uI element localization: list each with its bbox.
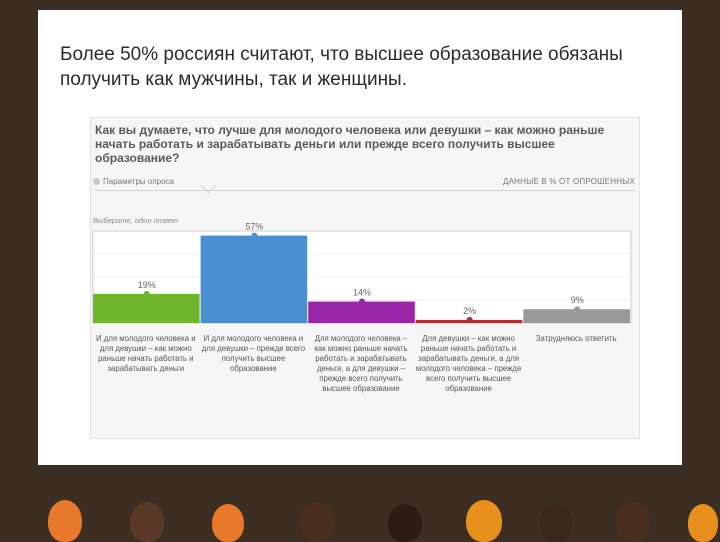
separator-line — [95, 190, 635, 191]
audience-head — [48, 500, 82, 542]
audience-illustration — [0, 488, 720, 542]
data-unit-label: ДАННЫЕ В % ОТ ОПРОШЕННЫХ — [503, 177, 635, 186]
audience-head — [688, 504, 718, 542]
chart-hint: Выберите, один ответ — [93, 216, 179, 225]
category-label: И для молодого человека и для девушки – … — [96, 334, 196, 373]
value-label: 9% — [571, 295, 584, 305]
slide-title: Более 50% россиян считают, что высшее об… — [60, 44, 623, 90]
audience-head — [466, 500, 502, 542]
toggle-dot-icon — [93, 178, 100, 186]
audience-head — [300, 502, 334, 542]
slide: Более 50% россиян считают, что высшее об… — [38, 10, 682, 465]
audience-head — [388, 504, 422, 542]
value-label: 57% — [245, 223, 263, 232]
category-label: Для молодого человека – как можно раньше… — [314, 334, 408, 393]
audience-head — [540, 504, 572, 542]
bar-marker — [574, 306, 581, 313]
bar-1[interactable] — [93, 293, 200, 323]
category-label: Затрудняюсь ответить — [535, 334, 617, 343]
survey-params-link[interactable]: Параметры опроса — [93, 177, 174, 186]
audience-head — [130, 502, 164, 542]
bar-marker — [143, 290, 150, 297]
category-label: И для молодого человека и для девушки – … — [201, 334, 306, 373]
filter-row: Параметры опроса ДАННЫЕ В % ОТ ОПРОШЕННЫ… — [91, 175, 639, 189]
category-labels: И для молодого человека и для девушки – … — [91, 334, 639, 434]
bar-marker — [466, 316, 473, 323]
bar-chart: 19% 57% 14% 2% 9% — [92, 223, 632, 324]
audience-head — [212, 504, 244, 542]
question-title: Как вы думаете, что лучше для молодого ч… — [95, 123, 605, 165]
audience-head — [616, 502, 650, 542]
survey-params-label: Параметры опроса — [103, 177, 174, 186]
category-label: Для девушки – как можно раньше начать ра… — [415, 334, 522, 393]
bar-marker — [359, 298, 365, 305]
bar-2[interactable] — [200, 235, 308, 323]
bar-5[interactable] — [523, 309, 630, 323]
value-label: 2% — [463, 306, 476, 316]
bar-marker — [251, 232, 258, 239]
value-label: 19% — [138, 280, 156, 290]
poll-chart-card: Как вы думаете, что лучше для молодого ч… — [90, 117, 640, 439]
bar-3[interactable] — [308, 301, 415, 323]
value-label: 14% — [353, 288, 371, 298]
